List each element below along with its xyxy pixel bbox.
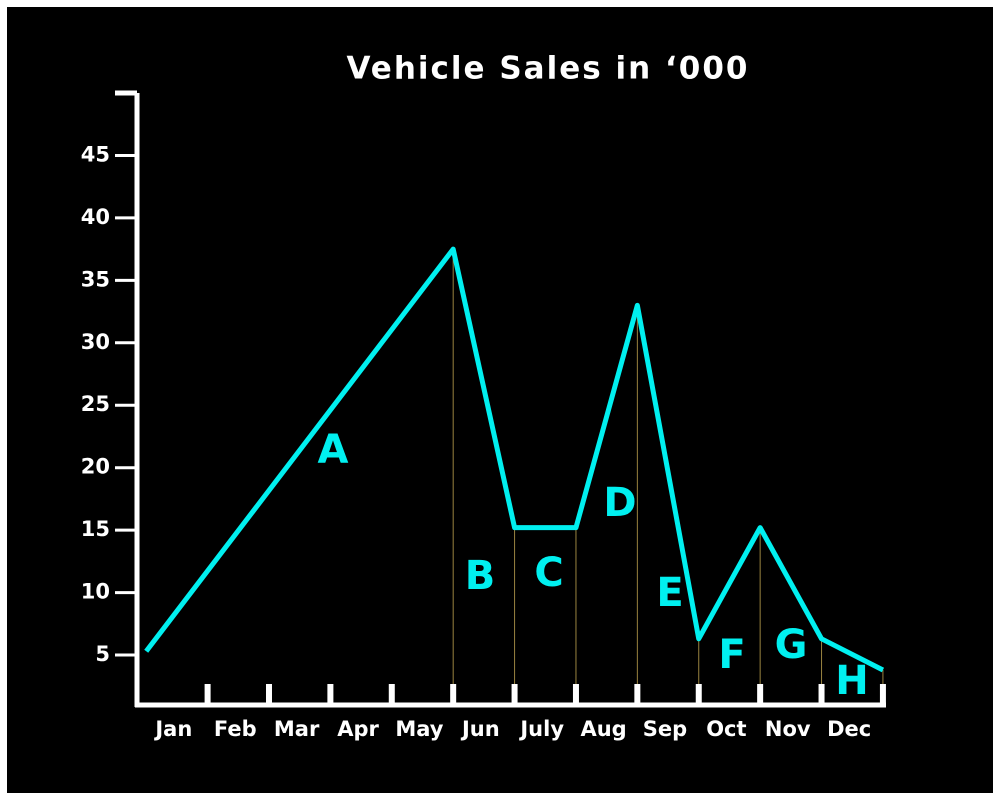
- y-tick-label: 40: [81, 205, 110, 229]
- segment-label: A: [318, 427, 349, 473]
- x-tick-label: Sep: [643, 717, 687, 741]
- x-tick: [634, 684, 641, 705]
- y-tick-label: 10: [81, 580, 110, 604]
- x-tick: [511, 684, 518, 705]
- segment-label: H: [835, 658, 868, 704]
- x-tick: [388, 684, 395, 705]
- y-tick-label: 15: [81, 517, 110, 541]
- x-tick: [265, 684, 272, 705]
- x-tick-label: Feb: [214, 717, 257, 741]
- segment-label: D: [603, 480, 636, 526]
- x-tick: [757, 684, 764, 705]
- segment-label: C: [534, 550, 563, 596]
- segment-label: F: [718, 632, 745, 678]
- x-tick: [572, 684, 579, 705]
- x-tick-label: Jan: [153, 717, 192, 741]
- x-tick: [450, 684, 457, 705]
- y-tick-label: 35: [81, 267, 110, 291]
- x-tick-label: July: [518, 717, 564, 741]
- x-tick-label: Jun: [460, 717, 500, 741]
- x-tick-label: Nov: [765, 717, 811, 741]
- line-series: [144, 246, 885, 673]
- segment-label: E: [656, 570, 683, 616]
- x-tick: [327, 684, 334, 705]
- segment-label: G: [775, 622, 808, 668]
- y-tick-label: 5: [95, 642, 110, 666]
- x-tick-label: Dec: [827, 717, 871, 741]
- y-tick-label: 45: [81, 142, 110, 166]
- chart-title: Vehicle Sales in ‘000: [347, 51, 750, 87]
- x-tick-label: Mar: [274, 717, 320, 741]
- x-tick-label: Apr: [337, 717, 379, 741]
- segment-label: B: [465, 553, 496, 599]
- x-tick: [204, 684, 211, 705]
- x-tick-label: May: [395, 717, 443, 741]
- x-tick: [879, 684, 886, 705]
- x-tick-label: Aug: [580, 717, 626, 741]
- x-tick-label: Oct: [706, 717, 746, 741]
- y-tick-label: 25: [81, 392, 110, 416]
- x-tick: [695, 684, 702, 705]
- background: [7, 7, 993, 793]
- y-tick-label: 30: [81, 330, 110, 354]
- y-tick-label: 20: [81, 455, 110, 479]
- x-tick: [818, 684, 825, 705]
